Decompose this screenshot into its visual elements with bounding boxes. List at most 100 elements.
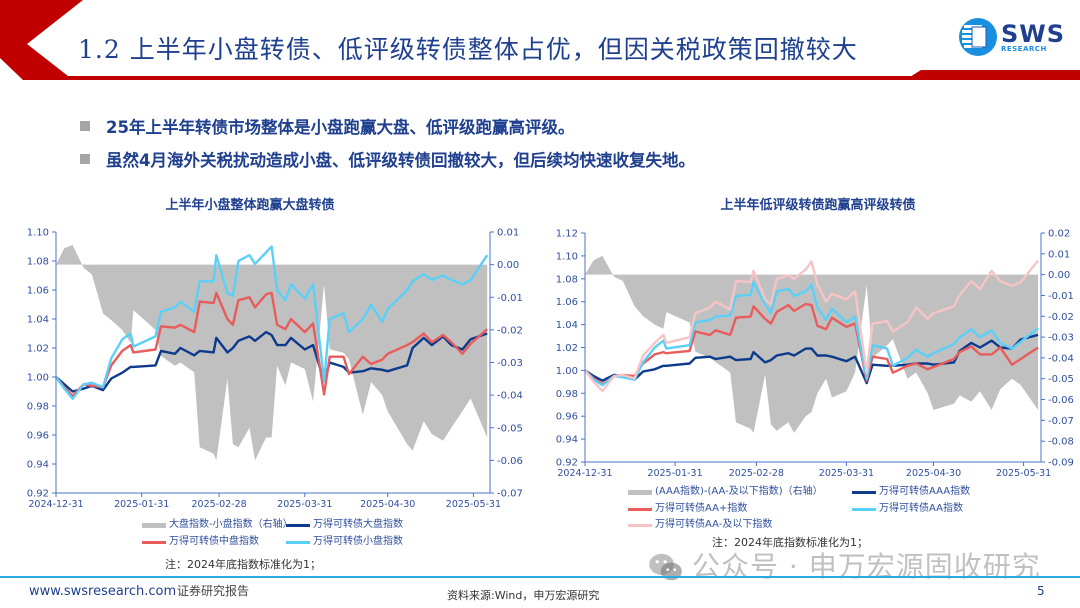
legend-label: 万得可转债AA+指数	[655, 503, 748, 514]
y-tick-label-left: 0.98	[556, 389, 578, 400]
legend-swatch	[628, 523, 652, 527]
legend-item: 万得可转债小盘指数	[286, 536, 403, 548]
y-tick-label-left: 1.02	[27, 344, 49, 355]
y-tick-label-right: -0.08	[1048, 437, 1074, 448]
legend-label: 万得可转债AAA指数	[879, 486, 971, 497]
x-tick-label: 2025-01-31	[647, 468, 702, 479]
line-series-1	[55, 330, 488, 393]
legend-label: 万得可转债大盘指数	[313, 519, 403, 530]
y-tick-label-right: 0.00	[1048, 270, 1070, 281]
y-tick-label-left: 0.96	[556, 412, 578, 423]
bullet-item: 25年上半年转债市场整体是小盘跑赢大盘、低评级跑赢高评级。	[80, 114, 574, 138]
sws-logo-icon	[959, 18, 997, 56]
y-tick-label-left: 1.10	[556, 251, 578, 262]
y-tick-label-right: -0.02	[497, 325, 523, 336]
line-series-2	[55, 291, 488, 398]
legend-item: 万得可转债中盘指数	[142, 536, 259, 548]
y-tick-label-right: -0.06	[1048, 395, 1074, 406]
legend-label: 万得可转债小盘指数	[313, 536, 403, 547]
y-tick-label-left: 1.10	[27, 228, 49, 239]
red-accent-bar	[905, 70, 1080, 80]
y-tick-label-right: -0.09	[1048, 458, 1074, 469]
line-series-2	[584, 302, 1039, 386]
footer-divider	[0, 576, 1080, 578]
x-tick-label: 2025-02-28	[191, 499, 246, 510]
y-tick-label-right: 0.00	[497, 260, 519, 271]
y-tick-label-left: 0.94	[27, 460, 49, 471]
y-tick-label-left: 1.00	[27, 373, 49, 384]
x-tick-label: 2025-05-31	[996, 468, 1051, 479]
y-tick-label-left: 0.98	[27, 402, 49, 413]
legend-swatch	[142, 540, 166, 544]
x-tick-label: 2024-12-31	[557, 468, 612, 479]
x-tick-label: 2025-03-31	[819, 468, 874, 479]
legend-item: 万得可转债大盘指数	[286, 519, 403, 531]
y-tick-label-right: -0.04	[1048, 353, 1074, 364]
x-tick-label: 2025-04-30	[906, 468, 961, 479]
x-tick-label: 2025-02-28	[729, 468, 784, 479]
y-tick-label-left: 1.12	[556, 229, 578, 240]
x-tick-label: 2025-03-31	[277, 499, 332, 510]
chart-left-note: 注：2024年底指数标准化为1；	[165, 558, 321, 571]
x-tick-label: 2025-01-31	[114, 499, 169, 510]
y-tick-label-right: -0.03	[497, 358, 523, 369]
area-series-spread	[585, 255, 1039, 433]
legend-item: 万得可转债AA+指数	[628, 503, 747, 515]
y-tick-label-right: 0.02	[1048, 229, 1070, 240]
y-tick-label-left: 1.06	[27, 286, 49, 297]
y-tick-label-right: 0.01	[497, 228, 519, 239]
x-tick-label: 2024-12-31	[28, 499, 83, 510]
y-tick-label-left: 1.08	[556, 274, 578, 285]
website-link[interactable]: www.swsresearch.com	[29, 584, 177, 599]
page-number: 5	[1037, 584, 1045, 598]
legend-swatch	[142, 522, 166, 528]
y-tick-label-left: 1.06	[556, 297, 578, 308]
legend-item: 万得可转债AA-及以下指数	[628, 519, 772, 531]
wechat-icon	[649, 553, 682, 581]
line-series-3	[584, 281, 1039, 387]
legend-item: 万得可转债AA指数	[852, 503, 963, 515]
source-text: 资料来源:Wind，申万宏源研究	[447, 589, 600, 602]
y-tick-label-right: 0.01	[1048, 249, 1070, 260]
y-tick-label-left: 0.96	[27, 431, 49, 442]
legend-label: 万得可转债中盘指数	[169, 536, 259, 547]
legend-swatch	[286, 540, 310, 544]
y-tick-label-left: 0.92	[27, 489, 49, 500]
header-decoration	[0, 0, 1080, 80]
bullet-square-icon	[80, 121, 90, 131]
legend-label: 万得可转债AA-及以下指数	[655, 519, 773, 530]
y-tick-label-right: -0.03	[1048, 333, 1074, 344]
y-tick-label-right: -0.02	[1048, 312, 1074, 323]
legend-label: 大盘指数-小盘指数（右轴）	[169, 519, 293, 530]
x-tick-label: 2025-04-30	[360, 499, 415, 510]
line-series-4	[584, 259, 1040, 393]
legend-label: 万得可转债AA指数	[879, 503, 963, 514]
chart-right-title: 上半年低评级转债跑赢高评级转债	[720, 198, 916, 213]
y-tick-label-left: 1.02	[556, 343, 578, 354]
bullet-item: 虽然4月海外关税扰动造成小盘、低评级转债回撤较大，但后续均快速收复失地。	[80, 147, 695, 171]
legend-item: (AAA指数)-(AA-及以下指数)（右轴）	[628, 486, 823, 498]
y-tick-label-right: -0.07	[1048, 416, 1074, 427]
legend-item: 大盘指数-小盘指数（右轴）	[142, 519, 293, 531]
legend-label: (AAA指数)-(AA-及以下指数)（右轴）	[655, 486, 823, 497]
line-series-3	[55, 245, 489, 400]
y-tick-label-left: 1.08	[27, 257, 49, 268]
x-tick-label: 2025-05-31	[446, 499, 501, 510]
legend-swatch	[852, 490, 876, 494]
y-tick-label-right: -0.05	[1048, 374, 1074, 385]
y-tick-label-left: 1.00	[556, 366, 578, 377]
y-tick-label-left: 1.04	[27, 315, 49, 326]
y-tick-label-right: -0.01	[497, 293, 523, 304]
bullet-text: 25年上半年转债市场整体是小盘跑赢大盘、低评级跑赢高评级。	[106, 118, 575, 137]
area-series-spread	[56, 245, 488, 461]
line-series-1	[584, 333, 1039, 385]
sws-logo: SWS RESEARCH	[958, 17, 1065, 57]
y-tick-label-right: -0.07	[497, 489, 523, 500]
legend-swatch	[852, 507, 876, 511]
logo-text: SWS	[1001, 19, 1066, 48]
bullet-square-icon	[80, 154, 90, 164]
legend-item: 万得可转债AAA指数	[852, 486, 970, 498]
chart-left-title: 上半年小盘整体跑赢大盘转债	[165, 198, 335, 213]
y-tick-label-right: -0.06	[497, 456, 523, 467]
